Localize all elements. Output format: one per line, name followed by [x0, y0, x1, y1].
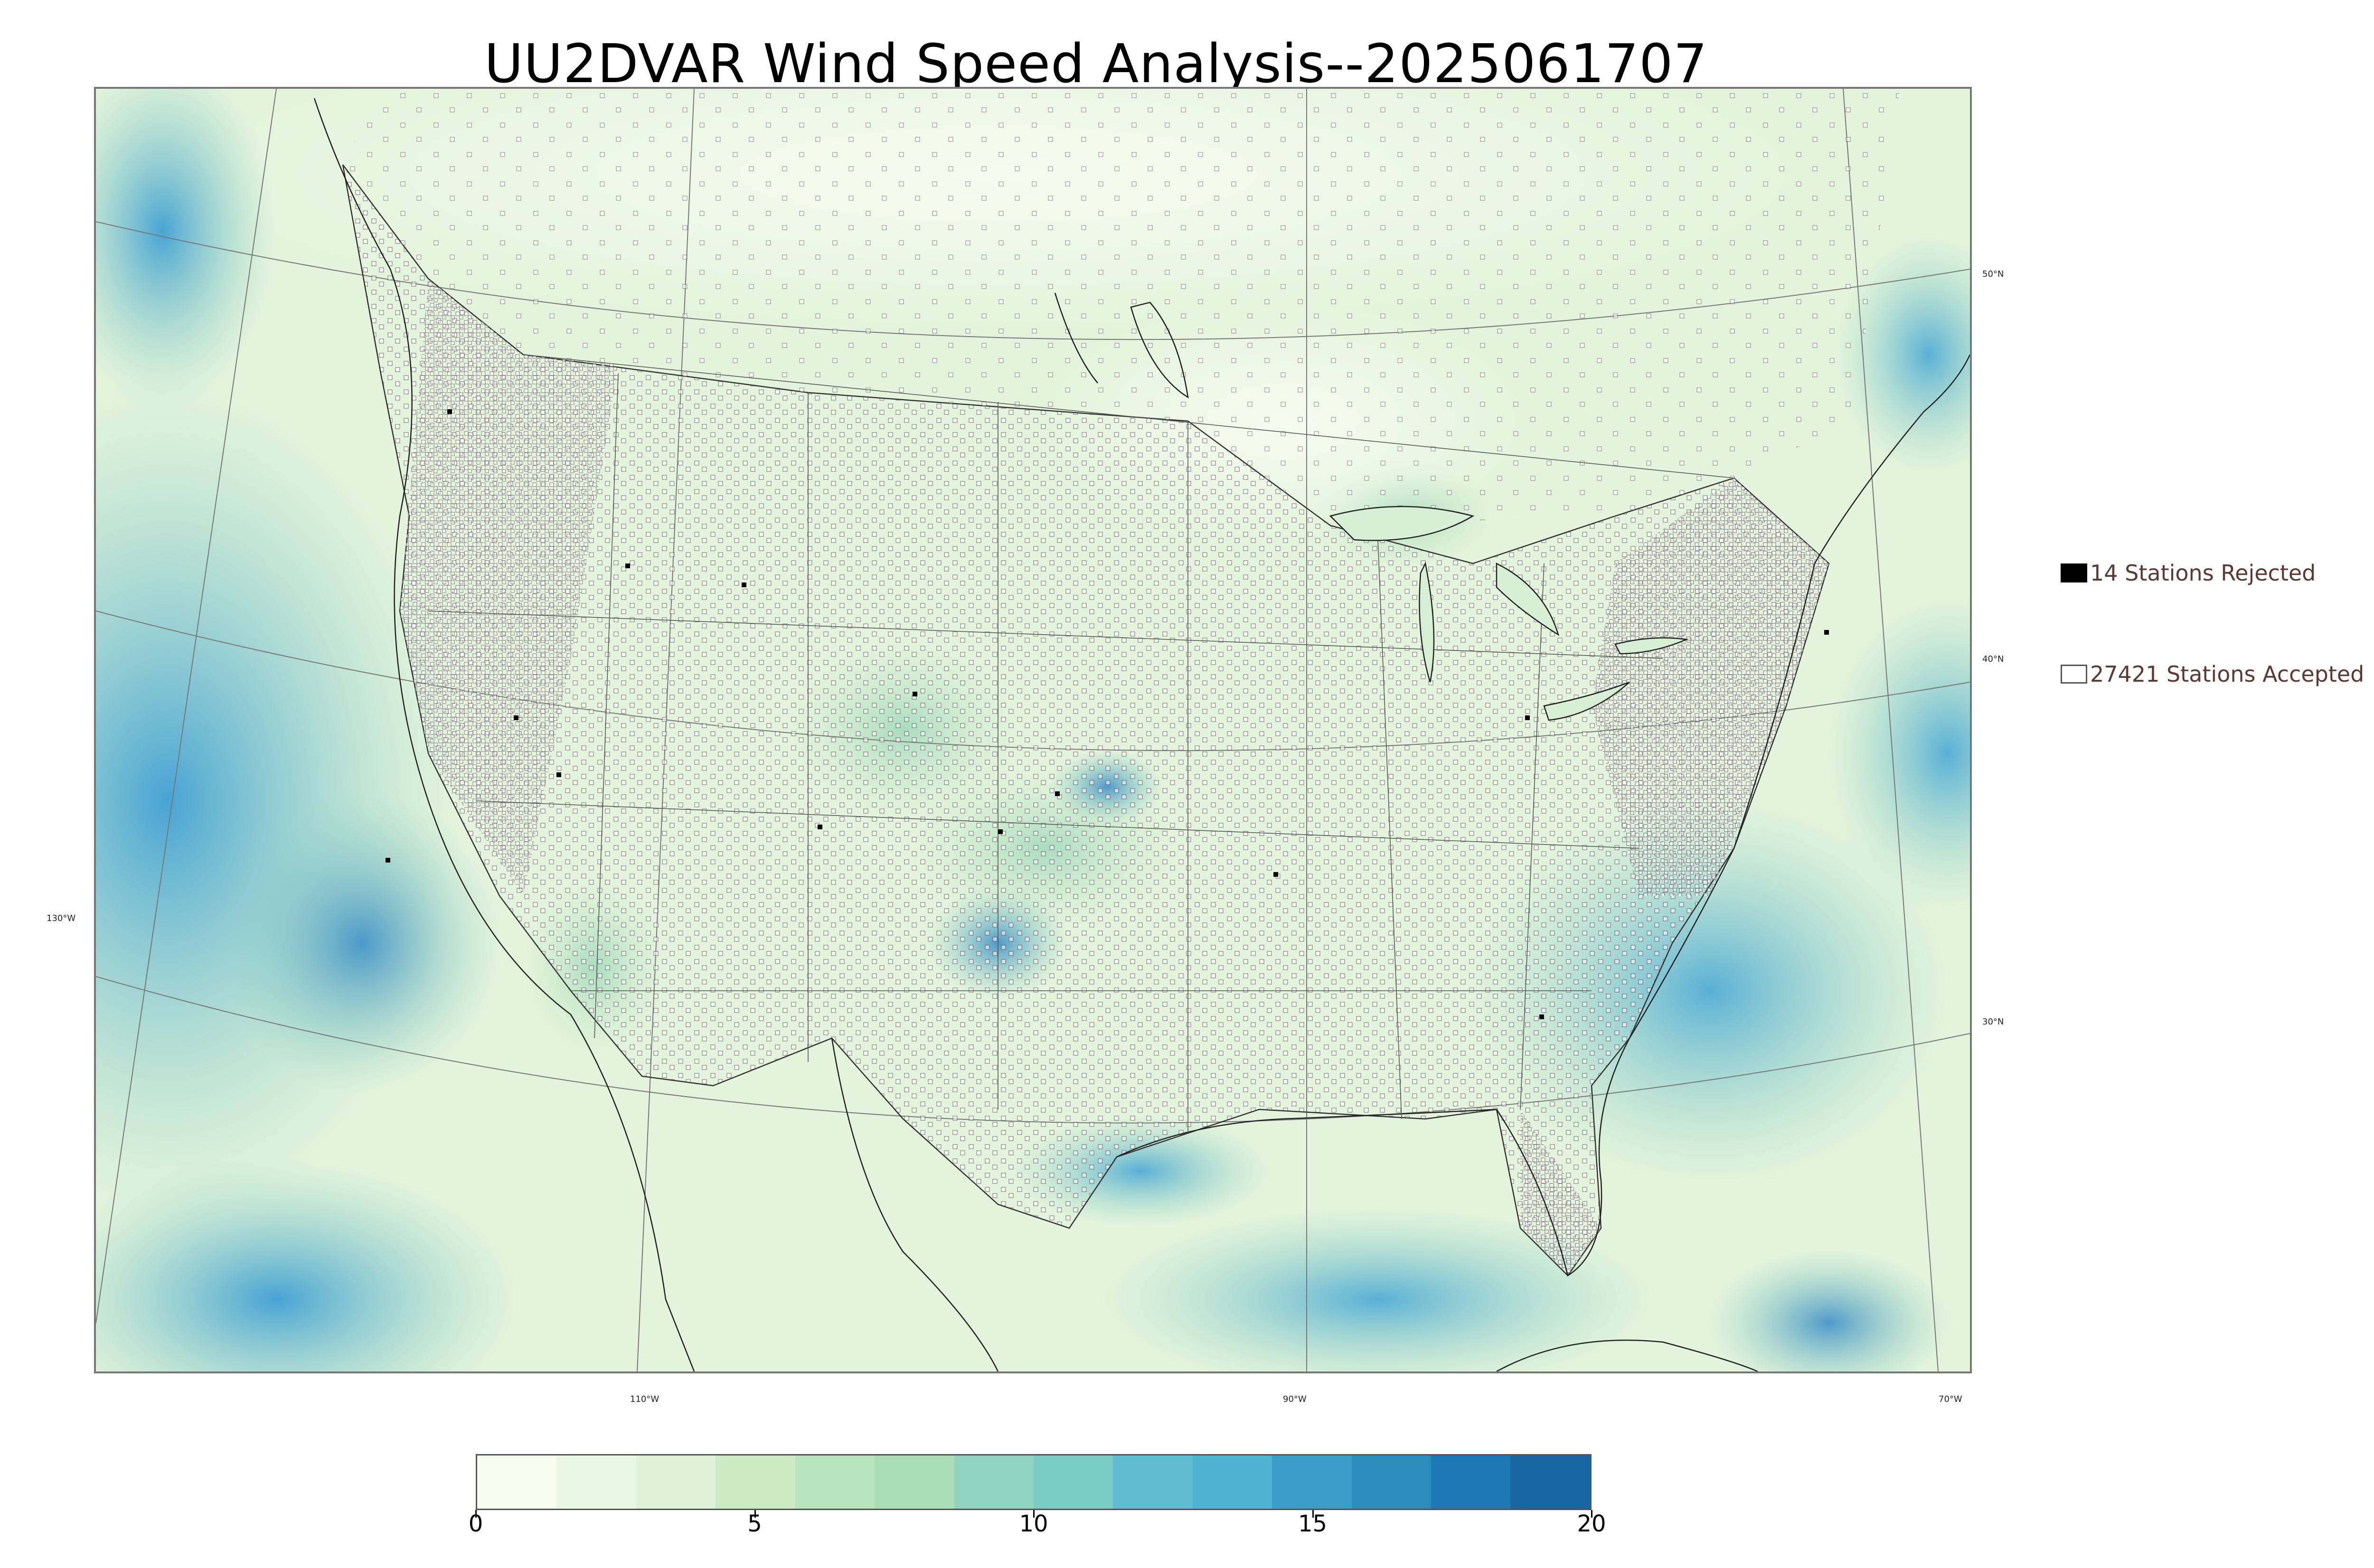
- colorbar-tick: [754, 1510, 756, 1518]
- lat-label-50: 50°N: [1982, 269, 2004, 279]
- lat-label-40: 40°N: [1982, 654, 2004, 664]
- lon-label-130: 130°W: [47, 913, 76, 923]
- lon-label-90: 90°W: [1283, 1394, 1307, 1404]
- colorbar-tick-label: 5: [747, 1511, 762, 1537]
- wind-speed-colorbar: [476, 1454, 1592, 1510]
- rejected-swatch: [2061, 563, 2087, 582]
- colorbar-segment: [1272, 1455, 1352, 1509]
- colorbar-tick: [1591, 1510, 1592, 1518]
- colorbar-tick-label: 0: [468, 1511, 483, 1537]
- legend-accepted: 27421 Stations Accepted: [2061, 661, 2364, 687]
- lat-label-30: 30°N: [1982, 1017, 2004, 1027]
- colorbar-segment: [1510, 1455, 1590, 1509]
- accepted-label: 27421 Stations Accepted: [2090, 661, 2365, 687]
- colorbar-segment: [795, 1455, 875, 1509]
- colorbar-segment: [1192, 1455, 1272, 1509]
- colorbar-segment: [1431, 1455, 1511, 1509]
- accepted-swatch: [2061, 665, 2087, 684]
- colorbar-tick-label: 10: [1019, 1511, 1048, 1537]
- coastlines: [313, 98, 1970, 1371]
- colorbar-segment: [636, 1455, 716, 1509]
- colorbar-tick: [1033, 1510, 1035, 1518]
- map-canvas: [96, 89, 1970, 1371]
- lon-label-110: 110°W: [630, 1394, 659, 1404]
- rejected-label: 14 Stations Rejected: [2090, 560, 2316, 586]
- conus-landmass: [342, 164, 1830, 1277]
- great-lakes: [1329, 506, 1689, 721]
- legend-rejected: 14 Stations Rejected: [2061, 560, 2316, 586]
- colorbar-segment: [1351, 1455, 1432, 1509]
- colorbar-segment: [556, 1455, 636, 1509]
- map-title: UU2DVAR Wind Speed Analysis--2025061707: [484, 33, 1708, 95]
- colorbar-segment: [477, 1455, 557, 1509]
- rejected-stations: [386, 409, 1829, 1019]
- lon-label-70: 70°W: [1939, 1394, 1962, 1404]
- colorbar-tick: [475, 1510, 477, 1518]
- colorbar-tick-label: 15: [1298, 1511, 1328, 1537]
- wind-speed-map[interactable]: [94, 87, 1972, 1373]
- colorbar-segment: [1033, 1455, 1113, 1509]
- colorbar-segment: [875, 1455, 954, 1509]
- colorbar-segment: [954, 1455, 1034, 1509]
- colorbar-segment: [1113, 1455, 1193, 1509]
- colorbar-segment: [716, 1455, 795, 1509]
- colorbar-tick: [1312, 1510, 1314, 1518]
- colorbar-tick-label: 20: [1577, 1511, 1606, 1537]
- state-borders: [428, 354, 1734, 1133]
